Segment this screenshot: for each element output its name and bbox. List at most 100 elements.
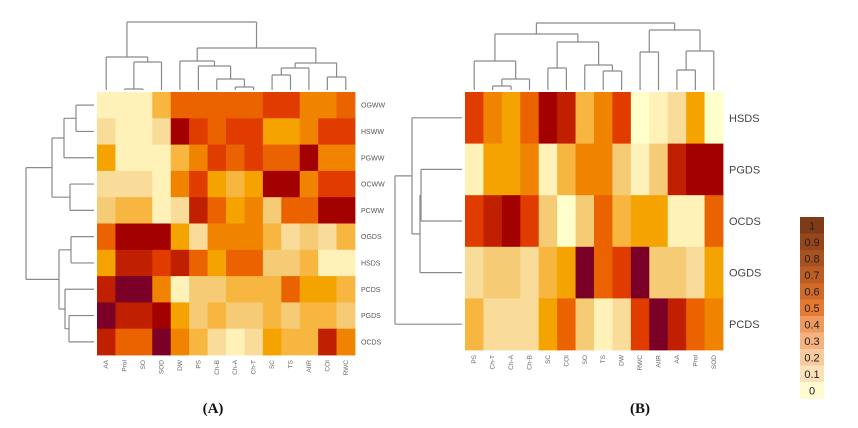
dendrogram-branch [179,60,216,90]
row-label: PCDS [729,319,760,331]
heatmap-cell-OCDS-Ch-T [244,328,264,356]
heatmap-cell-HSWW-SC [262,118,282,145]
heatmap-cell-PGDS-COI [318,302,337,330]
heatmap-cell-PGDS-DW [170,302,190,330]
heatmap-cell-PCDS-PS [189,276,208,303]
heatmap-cell-PCDS-SOD [704,298,724,351]
heatmap-a-row-dendrogram [25,104,94,343]
heatmap-cell-OGDS-COI [557,246,576,299]
heatmap-cell-OCWW-AA [97,170,116,198]
heatmap-cell-PCWW-PS [189,197,208,224]
column-label: SO [140,360,147,369]
heatmap-cell-OCDS-Ch-T [483,195,503,248]
column-label: PS [471,354,478,363]
heatmap-cell-OCWW-SOD [152,170,172,198]
heatmap-cell-PGDS-AA [97,302,116,330]
heatmap-cell-OGDS-SC [538,246,558,299]
column-label: RWC [343,360,350,376]
heatmap-cell-PGWW-RWC [336,144,356,172]
legend-swatch [800,233,824,251]
heatmap-cell-PCWW-SC [262,197,282,224]
dendrogram-branch [535,22,676,34]
heatmap-cell-HSDS-COI [318,249,337,277]
heatmap-cell-HSDS-RWC [630,92,650,144]
heatmap-cell-OGWW-SO [133,92,153,119]
heatmap-cell-HSDS-COI [557,92,576,144]
heatmap-cell-OGWW-COI [318,92,337,119]
heatmap-cell-PGDS-Ch-B [207,302,227,330]
heatmap-cell-OCWW-Ch-T [244,170,264,198]
legend-label: 0.6 [804,286,819,298]
heatmap-cell-OGDS-Ch-A [226,223,245,251]
heatmap-cell-OCDS-COI [557,195,576,248]
heatmap-cell-OGDS-PS [189,223,208,251]
heatmap-cell-PCWW-Prol [115,197,135,224]
heatmap-cell-OCWW-TS [281,170,301,198]
column-label: AIIR [306,360,313,373]
heatmap-cell-OGDS-SO [575,246,595,299]
heatmap-cell-PCDS-RWC [630,298,650,351]
heatmap-cell-HSWW-AA [97,118,116,145]
heatmap-cell-HSDS-PS [465,92,484,144]
heatmap-cell-HSDS-RWC [336,249,356,277]
heatmap-cell-PCDS-TS [281,276,301,303]
heatmap-cell-HSDS-Ch-A [226,249,245,277]
caption-b: (B) [630,401,650,417]
heatmap-cell-HSDS-SOD [152,249,172,277]
dendrogram-branch [51,137,70,198]
heatmap-cell-PCDS-AA [97,276,116,303]
heatmap-cell-OGWW-PS [189,92,208,119]
heatmap-cell-PCDS-Ch-A [226,276,245,303]
heatmap-cell-OGDS-Ch-T [244,223,264,251]
column-label: AA [674,354,681,363]
heatmap-cell-HSWW-COI [318,118,337,145]
heatmap-cell-OGDS-SOD [704,246,724,299]
heatmap-cell-PCDS-Ch-A [501,298,521,351]
dendrogram-branch [197,65,232,90]
heatmap-cell-PCDS-Ch-B [207,276,227,303]
column-label: Ch-A [232,359,239,374]
heatmap-cell-PGDS-SO [133,302,153,330]
column-label: SC [269,360,276,369]
heatmap-cell-OGDS-TS [281,223,301,251]
heatmap-cell-PGWW-COI [318,144,337,172]
dendrogram-branch [639,51,660,90]
heatmap-cell-PGWW-DW [170,144,190,172]
legend-swatch [800,283,824,300]
heatmap-cell-OCWW-SC [262,170,282,198]
heatmap-cell-PGDS-Ch-T [244,302,264,330]
heatmap-cell-PCDS-TS [594,298,613,351]
heatmap-cell-PGDS-SC [262,302,282,330]
heatmap-cell-PCDS-SO [575,298,595,351]
heatmap-cell-OCDS-PS [189,328,208,356]
heatmap-cell-OCDS-SO [575,195,595,248]
heatmap-cell-OGDS-DW [170,223,190,251]
caption-a: (A) [203,401,224,417]
row-label: OGDS [361,234,382,241]
heatmap-cell-PCDS-DW [170,276,190,303]
heatmap-cell-HSDS-Ch-B [207,249,227,277]
heatmap-cell-PGDS-PS [189,302,208,330]
heatmap-cell-PGWW-Ch-A [226,144,245,172]
heatmap-cell-OCWW-Ch-A [226,170,245,198]
heatmap-cell-PGDS-AIIR [649,143,669,196]
heatmap-cell-OGDS-AA [97,223,116,251]
heatmap-cell-HSDS-PS [189,249,208,277]
heatmap-cell-PCWW-RWC [336,197,356,224]
row-label: PCWW [361,208,384,215]
heatmap-cell-PGWW-PS [189,144,208,172]
column-label: Ch-B [527,355,534,370]
column-label: SO [582,355,589,364]
heatmap-cell-HSDS-SO [575,92,595,144]
heatmap-cell-OCDS-Ch-B [520,195,540,248]
column-label: TS [600,354,607,363]
heatmap-cell-OGDS-SO [133,223,153,251]
heatmap-cell-HSDS-TS [594,92,613,144]
dendrogram-branch [70,236,94,264]
heatmap-cell-HSWW-Ch-A [226,118,245,145]
column-label: TS [288,359,295,368]
heatmap-cell-HSDS-SC [262,249,282,277]
heatmap-cell-PCDS-SC [538,298,558,351]
heatmap-cell-HSWW-SOD [152,118,172,145]
legend-label: 0.7 [804,270,819,282]
